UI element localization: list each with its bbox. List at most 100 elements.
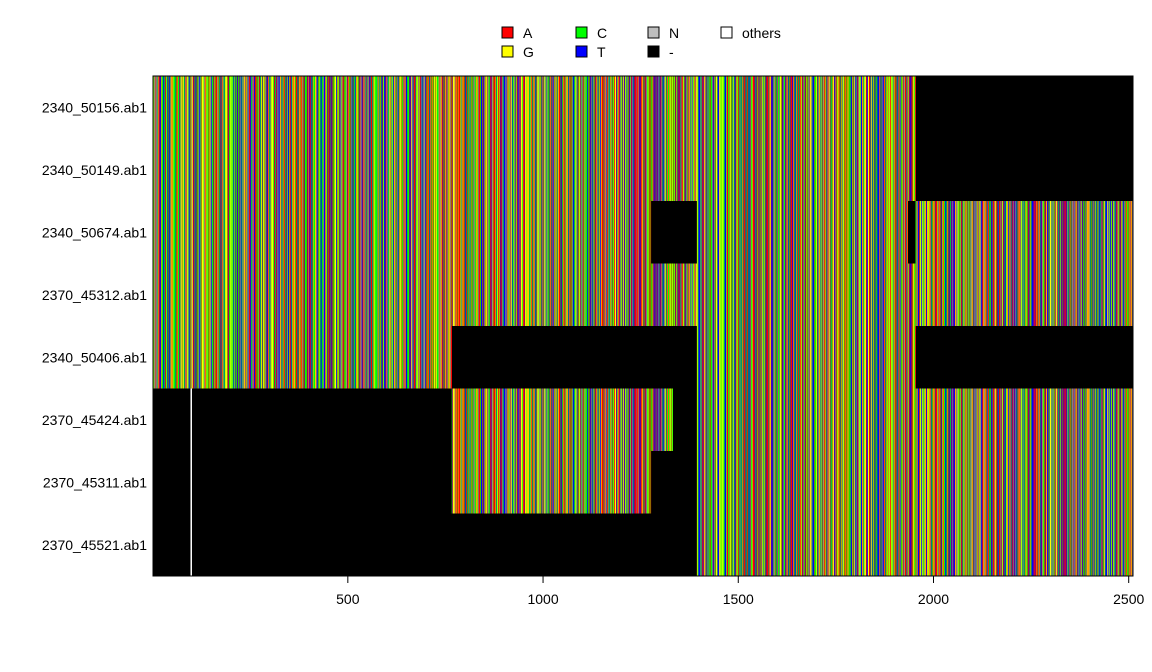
base-column	[856, 76, 858, 139]
base-column	[444, 76, 445, 139]
base-column	[312, 76, 314, 139]
base-column	[169, 138, 171, 201]
base-column	[628, 76, 629, 139]
base-column	[881, 76, 883, 139]
base-column	[196, 138, 198, 201]
base-column	[411, 76, 413, 139]
base-column	[289, 76, 290, 139]
base-column	[292, 76, 294, 139]
base-column	[354, 76, 356, 139]
base-column	[811, 76, 813, 139]
base-column	[377, 76, 378, 139]
base-column	[817, 76, 819, 139]
base-column	[306, 76, 308, 139]
base-column	[280, 138, 282, 201]
base-column	[194, 138, 196, 201]
base-column	[167, 138, 168, 201]
base-column	[336, 76, 338, 139]
base-column	[642, 76, 643, 139]
base-column	[457, 76, 459, 139]
base-column	[687, 76, 689, 139]
base-column	[429, 76, 430, 139]
base-column	[254, 76, 257, 139]
base-column	[789, 76, 790, 139]
base-column	[892, 76, 894, 139]
base-column	[888, 76, 889, 139]
base-column	[807, 76, 809, 139]
base-column	[176, 138, 178, 201]
base-column	[533, 76, 534, 139]
base-column	[830, 76, 832, 139]
base-column	[233, 76, 235, 139]
base-column	[510, 76, 511, 139]
base-column	[253, 76, 256, 139]
base-column	[253, 76, 255, 139]
base-column	[323, 76, 325, 139]
base-column	[283, 138, 285, 201]
base-column	[268, 138, 270, 201]
base-column	[406, 76, 408, 139]
base-column	[256, 138, 258, 201]
base-column	[483, 76, 485, 139]
base-column	[524, 76, 526, 139]
base-column	[298, 76, 299, 139]
base-column	[621, 76, 623, 139]
base-column	[476, 76, 477, 139]
base-column	[600, 76, 602, 139]
base-column	[320, 76, 322, 139]
base-column	[422, 76, 423, 139]
base-column	[157, 76, 159, 139]
base-column	[828, 76, 830, 139]
base-column	[387, 76, 389, 139]
base-column	[616, 76, 617, 139]
base-column	[249, 138, 251, 201]
base-column	[503, 76, 506, 139]
base-column	[528, 76, 531, 139]
base-column	[700, 76, 702, 139]
base-column	[239, 138, 240, 201]
base-column	[262, 138, 264, 201]
base-column	[505, 76, 507, 139]
base-column	[348, 76, 350, 139]
base-column	[291, 138, 293, 201]
base-column	[776, 76, 777, 139]
base-column	[690, 76, 692, 139]
base-column	[230, 76, 232, 139]
base-column	[737, 76, 739, 139]
base-column	[507, 76, 509, 139]
base-column	[796, 76, 798, 139]
base-column	[246, 138, 248, 201]
base-column	[595, 76, 597, 139]
base-column	[198, 138, 201, 201]
base-column	[686, 76, 688, 139]
base-column	[225, 76, 228, 139]
base-column	[521, 76, 524, 139]
base-column	[398, 76, 400, 139]
base-column	[677, 76, 679, 139]
base-column	[288, 138, 290, 201]
base-column	[179, 76, 181, 139]
base-column	[263, 76, 265, 139]
base-column	[163, 76, 165, 139]
base-column	[600, 76, 602, 139]
base-column	[763, 76, 764, 139]
base-column	[508, 76, 509, 139]
base-column	[825, 76, 827, 139]
base-column	[258, 76, 260, 139]
base-column	[625, 76, 626, 139]
base-column	[700, 76, 702, 139]
base-column	[886, 76, 888, 139]
base-column	[896, 76, 897, 139]
base-column	[682, 76, 684, 139]
base-column	[308, 76, 310, 139]
base-column	[397, 76, 399, 139]
base-column	[342, 76, 344, 139]
base-column	[596, 76, 598, 139]
base-column	[773, 76, 775, 139]
legend-label: C	[597, 25, 607, 41]
base-column	[611, 76, 613, 139]
base-column	[193, 76, 195, 139]
base-column	[192, 138, 194, 201]
base-column	[575, 76, 576, 139]
base-column	[244, 138, 246, 201]
